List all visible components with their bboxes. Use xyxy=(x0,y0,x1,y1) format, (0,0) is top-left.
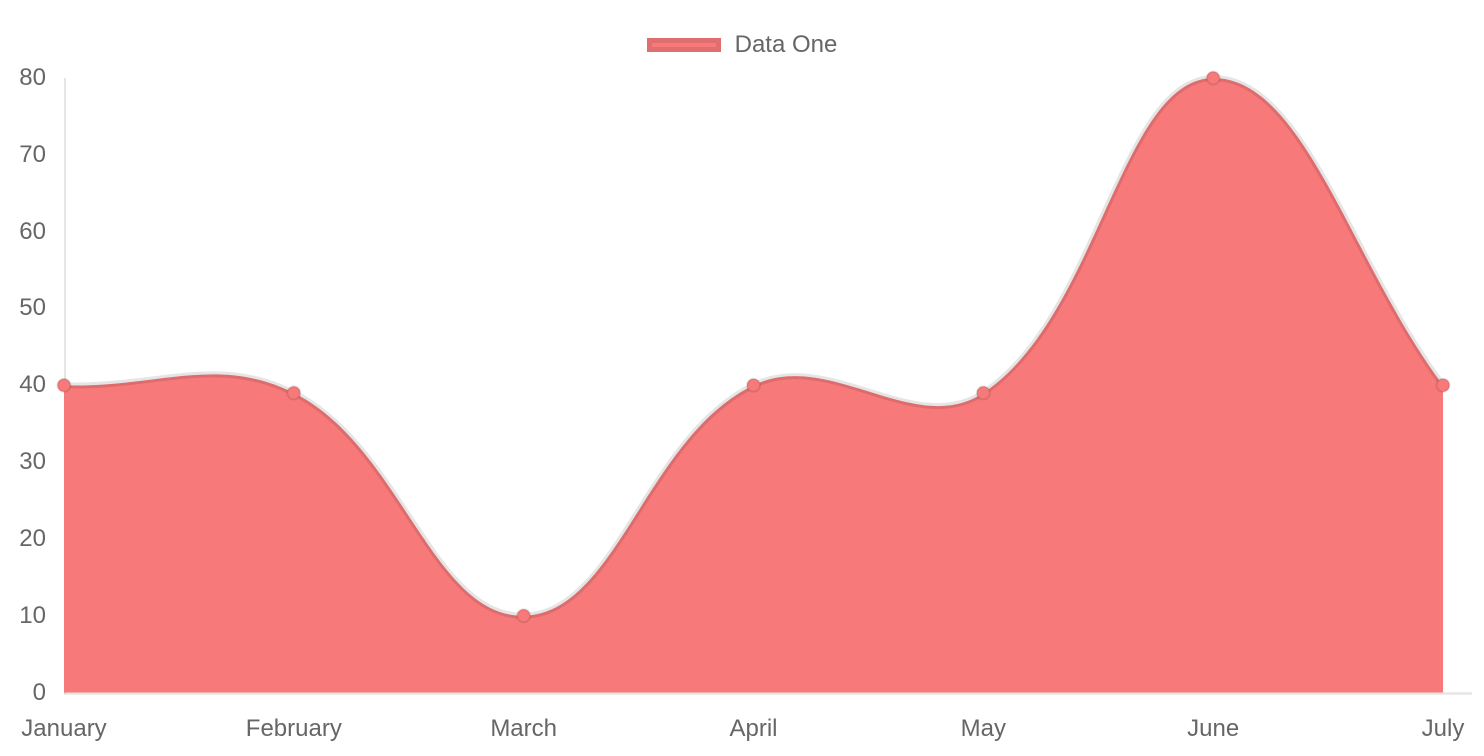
y-axis-label-20: 20 xyxy=(19,524,46,552)
y-axis-label-80: 80 xyxy=(19,64,46,91)
legend-swatch xyxy=(646,38,721,52)
y-axis-label-0: 0 xyxy=(32,678,46,706)
x-axis-label-may: May xyxy=(960,715,1006,742)
y-axis-label-60: 60 xyxy=(19,217,46,245)
data-point-may[interactable] xyxy=(975,385,991,401)
data-point-april[interactable] xyxy=(746,377,761,393)
y-axis-label-40: 40 xyxy=(19,371,46,399)
y-axis-label-70: 70 xyxy=(19,140,46,168)
y-axis-label-10: 10 xyxy=(19,601,46,629)
data-point-february[interactable] xyxy=(286,385,302,401)
data-point-july[interactable] xyxy=(1435,377,1451,393)
x-axis-label-june: June xyxy=(1187,715,1240,742)
x-axis-label-april: April xyxy=(729,715,778,742)
data-points-group xyxy=(56,70,1451,624)
legend-label: Data One xyxy=(734,31,838,58)
x-axis-label-july: July xyxy=(1421,715,1465,742)
legend-item-data-one[interactable]: Data One xyxy=(0,32,1484,58)
x-axis-label-january: January xyxy=(21,715,107,742)
x-axis-label-march: March xyxy=(490,715,557,742)
y-axis-label-30: 30 xyxy=(19,448,46,476)
y-axis-label-50: 50 xyxy=(19,294,46,322)
line-data-one xyxy=(63,75,1446,619)
data-point-march[interactable] xyxy=(516,608,532,624)
data-point-june[interactable] xyxy=(1205,70,1221,86)
data-point-january[interactable] xyxy=(56,377,72,393)
x-axis-label-february: February xyxy=(245,715,342,742)
